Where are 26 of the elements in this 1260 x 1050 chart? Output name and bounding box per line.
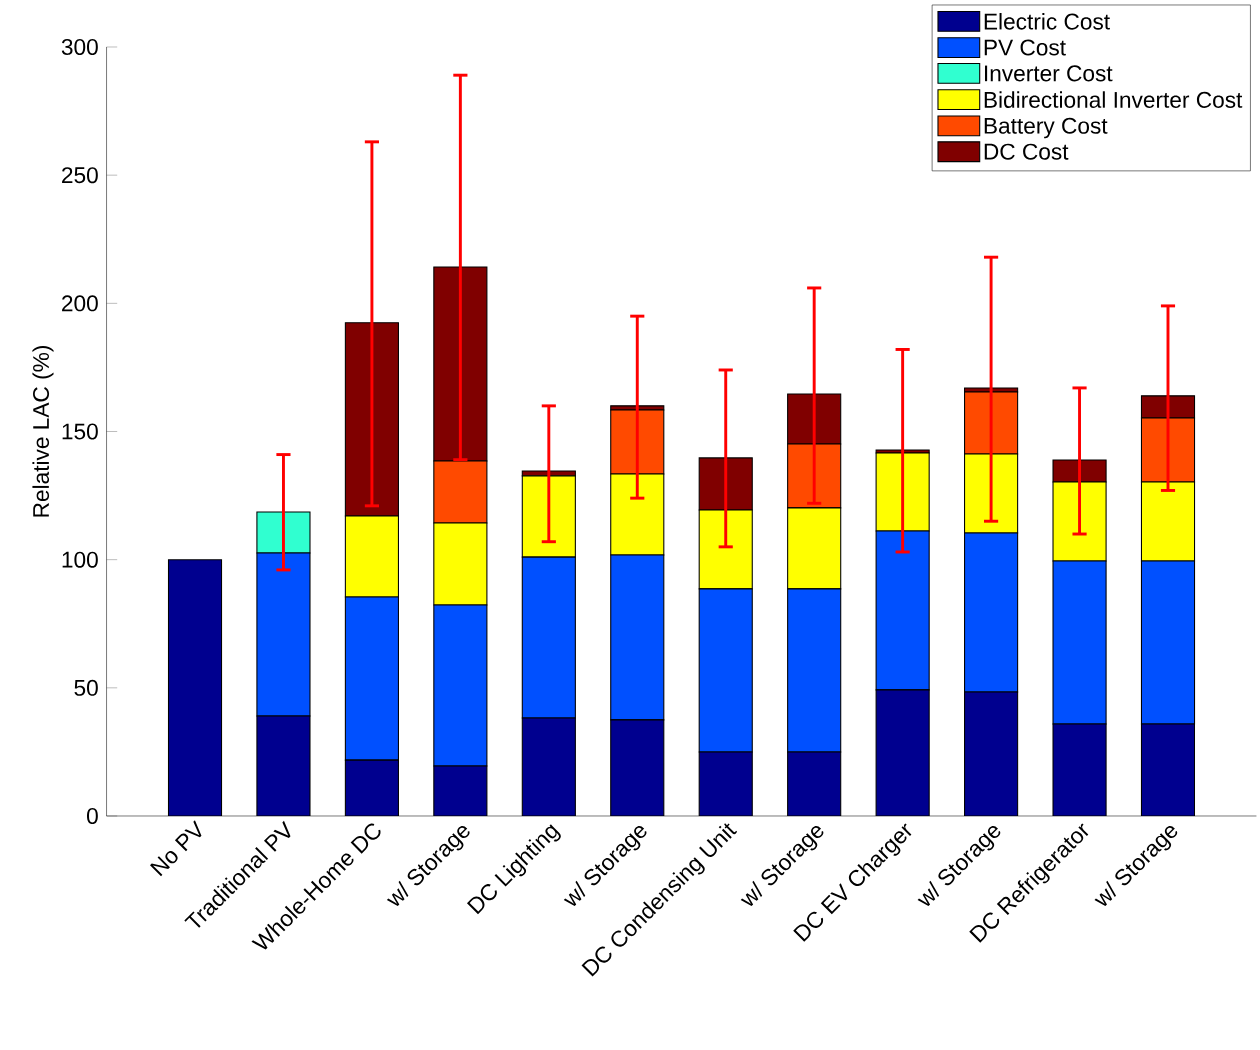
y-tick-label: 100 (62, 551, 98, 568)
legend-label: Battery Cost (984, 117, 1108, 139)
legend-label: PV Cost (984, 39, 1066, 56)
y-tick-label: 0 (87, 807, 98, 825)
bar (964, 691, 1019, 816)
bar (167, 559, 223, 816)
bar (875, 689, 930, 816)
bar (1140, 723, 1196, 816)
legend-label: DC Cost (984, 143, 1069, 160)
y-tick-label: 300 (61, 38, 98, 56)
bar (256, 715, 311, 816)
bar (521, 717, 576, 816)
legend-label: Bidirectional Inverter Cost (984, 91, 1243, 108)
y-tick-label: 250 (62, 167, 98, 184)
legend-label: Inverter Cost (985, 65, 1113, 82)
bar (610, 719, 665, 816)
legend-label: Electric Cost (984, 12, 1110, 30)
bar (787, 751, 842, 816)
bar (433, 765, 488, 816)
y-tick-label: 200 (62, 295, 98, 312)
bar (698, 751, 753, 816)
y-tick-label: 50 (74, 679, 98, 696)
y-tick-label: 150 (62, 423, 98, 440)
bar (344, 759, 399, 816)
bar (1052, 723, 1107, 816)
y-axis-title: Relative LAC (%) (32, 346, 54, 517)
